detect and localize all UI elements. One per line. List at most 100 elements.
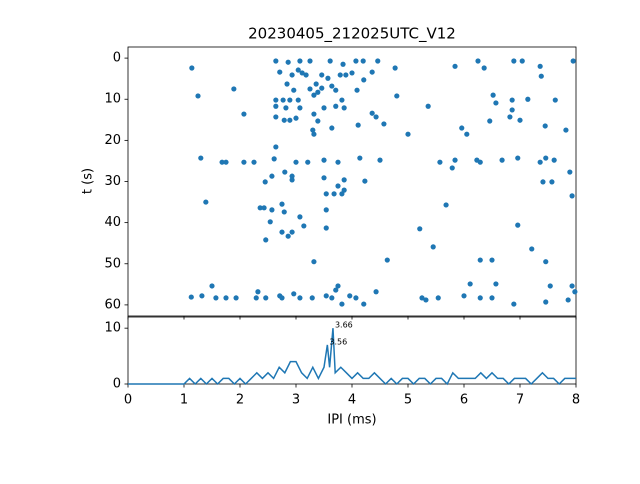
point bbox=[273, 144, 279, 150]
y-axis-label: t (s) bbox=[81, 168, 96, 194]
point bbox=[285, 59, 291, 65]
point bbox=[392, 65, 398, 71]
point bbox=[203, 199, 209, 205]
point bbox=[333, 87, 339, 93]
point bbox=[267, 219, 273, 225]
x-tick-label: 4 bbox=[348, 393, 356, 408]
point bbox=[325, 75, 331, 81]
point bbox=[377, 157, 383, 163]
point bbox=[263, 295, 269, 301]
y-tick-label: 10 bbox=[104, 92, 121, 107]
point bbox=[311, 131, 317, 137]
point bbox=[280, 97, 286, 103]
point bbox=[271, 156, 277, 162]
point bbox=[477, 257, 483, 263]
point bbox=[569, 283, 575, 289]
point bbox=[219, 159, 225, 165]
point bbox=[341, 177, 347, 183]
point bbox=[339, 191, 345, 197]
point bbox=[329, 83, 335, 89]
point bbox=[543, 259, 549, 265]
point bbox=[340, 61, 346, 67]
point bbox=[511, 58, 517, 64]
point bbox=[565, 297, 571, 303]
point bbox=[305, 159, 311, 165]
point bbox=[255, 289, 261, 295]
point bbox=[297, 58, 303, 64]
point bbox=[311, 111, 317, 117]
point bbox=[489, 257, 495, 263]
point bbox=[353, 58, 359, 64]
point bbox=[423, 297, 429, 303]
point bbox=[373, 289, 379, 295]
point bbox=[315, 89, 321, 95]
point bbox=[282, 169, 288, 175]
point bbox=[353, 295, 359, 301]
point bbox=[543, 299, 549, 305]
point bbox=[285, 233, 291, 239]
point bbox=[195, 93, 201, 99]
point bbox=[299, 70, 305, 76]
point bbox=[307, 86, 313, 92]
point bbox=[449, 165, 455, 171]
point bbox=[284, 81, 290, 87]
point bbox=[263, 237, 269, 243]
y-tick-label: 20 bbox=[104, 133, 121, 148]
x-tick-label: 8 bbox=[572, 393, 580, 408]
point bbox=[381, 121, 387, 127]
point bbox=[295, 67, 301, 73]
point bbox=[538, 73, 544, 79]
peak-annotation: 3.66 bbox=[335, 321, 353, 330]
y-tick-label: 0 bbox=[113, 377, 121, 392]
point bbox=[297, 214, 303, 220]
x-tick-label: 2 bbox=[236, 393, 244, 408]
point bbox=[515, 155, 521, 161]
point bbox=[213, 295, 219, 301]
x-tick-label: 3 bbox=[292, 393, 300, 408]
point bbox=[405, 131, 411, 137]
point bbox=[279, 229, 285, 235]
point bbox=[499, 157, 505, 163]
point bbox=[430, 244, 436, 250]
point bbox=[481, 65, 487, 71]
point bbox=[295, 97, 301, 103]
point bbox=[333, 287, 339, 293]
point bbox=[327, 58, 333, 64]
point bbox=[273, 97, 279, 103]
point bbox=[269, 207, 275, 213]
point bbox=[223, 159, 229, 165]
point bbox=[323, 207, 329, 213]
point bbox=[293, 115, 299, 121]
peak-annotation: 3.56 bbox=[329, 337, 347, 346]
y-tick-label: 0 bbox=[113, 51, 121, 66]
point bbox=[464, 131, 470, 137]
point bbox=[319, 85, 325, 91]
point bbox=[329, 295, 335, 301]
point bbox=[273, 114, 279, 120]
point bbox=[384, 257, 390, 263]
point bbox=[477, 295, 483, 301]
point bbox=[279, 295, 285, 301]
point bbox=[321, 175, 327, 181]
point bbox=[321, 157, 327, 163]
chart-title: 20230405_212025UTC_V12 bbox=[248, 25, 456, 44]
point bbox=[315, 118, 321, 124]
point bbox=[511, 301, 517, 307]
point bbox=[552, 97, 558, 103]
point bbox=[461, 293, 467, 299]
point bbox=[349, 70, 355, 76]
point bbox=[223, 295, 229, 301]
point bbox=[563, 127, 569, 133]
point bbox=[517, 117, 523, 123]
point bbox=[419, 295, 425, 301]
point bbox=[198, 155, 204, 161]
point bbox=[189, 65, 195, 71]
point bbox=[452, 157, 458, 163]
point bbox=[341, 105, 347, 111]
point bbox=[507, 114, 513, 120]
point bbox=[262, 179, 268, 185]
point bbox=[572, 289, 578, 295]
point bbox=[459, 125, 465, 131]
scatter-frame bbox=[127, 46, 577, 317]
